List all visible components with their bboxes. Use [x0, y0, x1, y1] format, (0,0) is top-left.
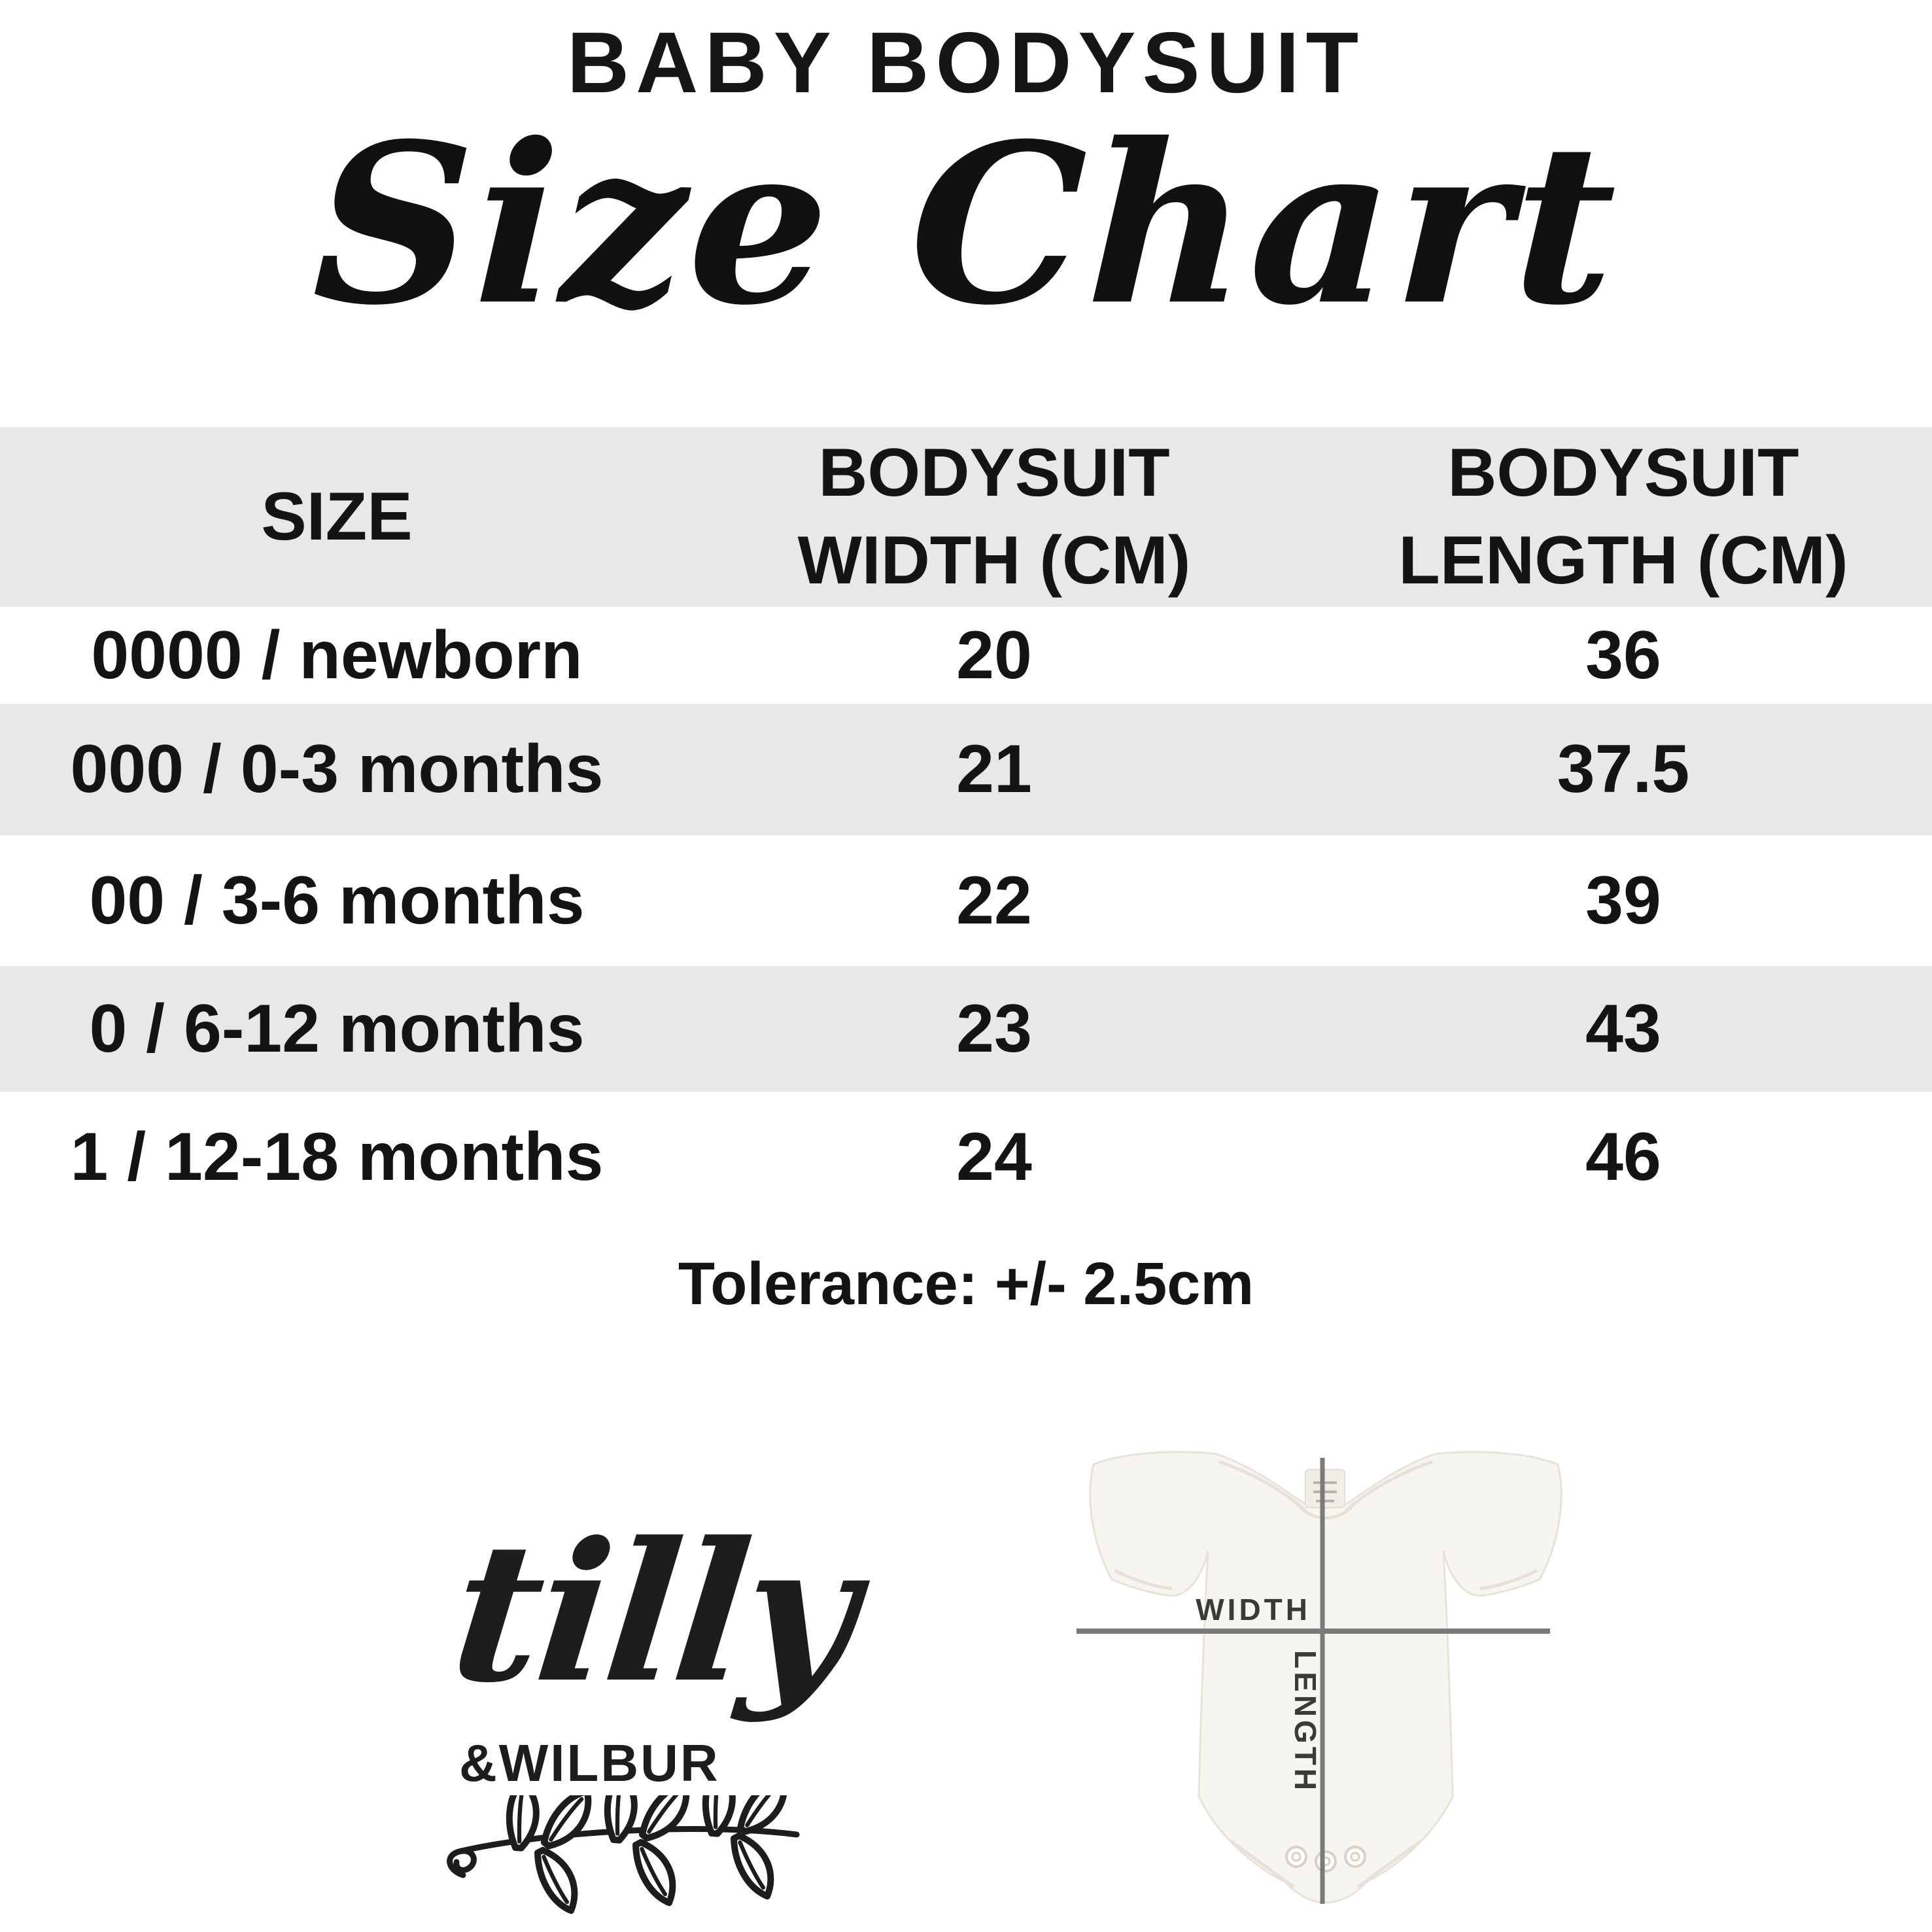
table-header-row: SIZE BODYSUIT WIDTH (CM) BODYSUIT LENGTH… [0, 427, 1932, 607]
brand-name-script: tilly [443, 1500, 864, 1725]
cell-size: 1 / 12-18 months [70, 1118, 604, 1195]
size-chart-table: SIZE BODYSUIT WIDTH (CM) BODYSUIT LENGTH… [0, 427, 1932, 1222]
cell-length: 36 [1585, 617, 1661, 693]
header-size-line1: SIZE [261, 478, 413, 555]
width-label: WIDTH [1196, 1593, 1311, 1627]
brand-name-caps: &WILBUR [459, 1734, 720, 1792]
header-length-line1: BODYSUIT [1447, 435, 1799, 511]
cell-size: 00 / 3-6 months [89, 862, 585, 939]
bodysuit-diagram: WIDTH LENGTH [1077, 1451, 1562, 1904]
table-row: 1 / 12-18 months 24 46 [0, 1092, 1932, 1222]
tolerance-note: Tolerance: +/- 2.5cm [678, 1251, 1254, 1317]
header-length-line2: LENGTH (CM) [1398, 522, 1848, 598]
header-width-line1: BODYSUIT [818, 435, 1170, 511]
cell-width: 24 [956, 1118, 1032, 1195]
cell-length: 39 [1585, 862, 1661, 939]
header-cell-length: BODYSUIT LENGTH (CM) [1315, 427, 1932, 607]
page-subtitle-script: Size Chart [309, 96, 1623, 354]
cell-width: 22 [956, 862, 1032, 939]
table-row: 0000 / newborn 20 36 [0, 607, 1932, 704]
cell-width: 20 [956, 617, 1032, 693]
cell-width: 23 [956, 990, 1032, 1067]
cell-length: 46 [1585, 1118, 1661, 1195]
cell-length: 37.5 [1557, 731, 1690, 807]
cell-length: 43 [1585, 990, 1661, 1067]
cell-size: 000 / 0-3 months [70, 731, 604, 807]
table-row: 00 / 3-6 months 22 39 [0, 835, 1932, 966]
laurel-branch-icon [447, 1795, 800, 1923]
cell-size: 0000 / newborn [91, 617, 583, 693]
header-cell-width: BODYSUIT WIDTH (CM) [674, 427, 1315, 607]
table-row: 0 / 6-12 months 23 43 [0, 966, 1932, 1092]
care-tag [1305, 1469, 1345, 1508]
page-title: BABY BODYSUIT [566, 14, 1366, 111]
snap-buttons [1285, 1846, 1366, 1872]
header-cell-size: SIZE [0, 427, 674, 607]
cell-size: 0 / 6-12 months [89, 990, 585, 1067]
brand-logo: tilly &WILBUR [419, 1491, 863, 1923]
table-row: 000 / 0-3 months 21 37.5 [0, 704, 1932, 835]
garment-seams [1113, 1460, 1538, 1889]
header-width-line2: WIDTH (CM) [797, 522, 1191, 598]
length-label: LENGTH [1288, 1650, 1322, 1793]
cell-width: 21 [956, 731, 1032, 807]
